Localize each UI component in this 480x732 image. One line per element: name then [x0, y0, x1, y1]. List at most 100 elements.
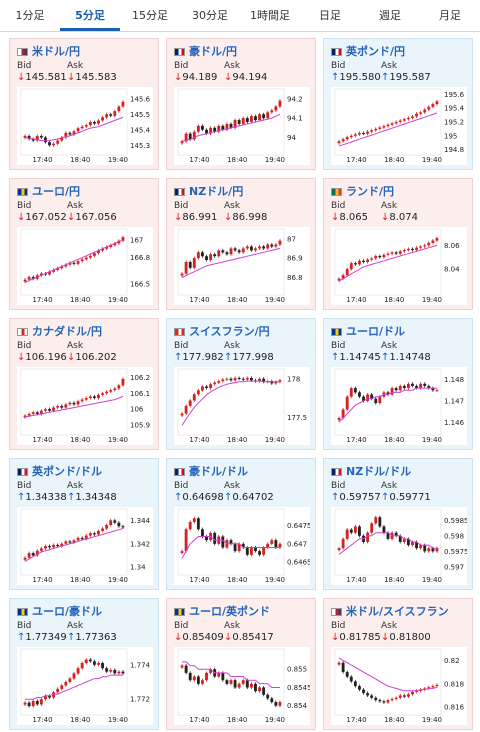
candle-body: [196, 390, 200, 395]
pair-title[interactable]: スイスフラン/円: [174, 323, 270, 339]
price-chart[interactable]: 195.6 195.4 195.2 195 194.8 17:40 18:40 19:40: [331, 87, 467, 165]
pair-title[interactable]: 英ポンド/ドル: [17, 463, 102, 479]
price-chart[interactable]: 1.344 1.342 1.34 17:40 18:40 19:40: [17, 507, 153, 585]
tab-5[interactable]: 1時間足: [250, 9, 290, 22]
ask-label: Ask: [67, 481, 84, 491]
x-tick-label: 17:40: [32, 296, 52, 304]
pair-title[interactable]: ユーロ/ドル: [331, 323, 405, 339]
pair-card[interactable]: 英ポンド/ドル Bid Ask ↑1.34338 ↑1.34348 1.344 1.342 1…: [9, 458, 159, 590]
pair-title[interactable]: 豪ドル/ドル: [174, 463, 248, 479]
candle-body: [370, 258, 374, 260]
x-tick-label: 18:40: [70, 436, 90, 444]
candle-body: [337, 278, 341, 281]
pair-card[interactable]: 米ドル/円 Bid Ask ↓145.581 ↓145.583 145.6 145.5 145…: [9, 38, 159, 170]
pair-title[interactable]: 米ドル/スイスフラン: [331, 603, 449, 619]
price-chart[interactable]: 178 177.5 17:40 18:40 19:40: [174, 367, 310, 445]
pair-title[interactable]: 米ドル/円: [17, 43, 80, 59]
candle-body: [76, 261, 80, 264]
candle-body: [419, 112, 423, 114]
candle-body: [374, 697, 378, 701]
pair-title[interactable]: NZドル/ドル: [331, 463, 411, 479]
candlestick-chart: 87 86.9 86.8 17:40 18:40 19:40: [177, 228, 303, 304]
tab-3[interactable]: 15分足: [132, 9, 168, 22]
pair-title[interactable]: NZドル/円: [174, 183, 243, 199]
pair-card[interactable]: 英ポンド/円 Bid Ask ↑195.580 ↑195.587 195.6 195.4 19…: [323, 38, 473, 170]
arrow-down-icon: ↓: [381, 212, 390, 223]
chart-frame: [20, 648, 128, 716]
candle-body: [27, 553, 31, 558]
candle-body: [435, 390, 439, 392]
pair-card[interactable]: カナダドル/円 Bid Ask ↓106.196 ↓106.202 106.2 106.1 1…: [9, 318, 159, 450]
price-chart[interactable]: 0.82 0.818 0.816 17:40 18:40 19:40: [331, 647, 467, 725]
pair-title[interactable]: ユーロ/英ポンド: [174, 603, 270, 619]
pair-card[interactable]: 米ドル/スイスフラン Bid Ask ↓0.81785 ↓0.81800 0.82 0.81…: [323, 598, 473, 730]
price-chart[interactable]: 8.06 8.04 17:40 18:40 19:40: [331, 227, 467, 305]
candle-body: [105, 668, 109, 672]
pair-title[interactable]: 英ポンド/円: [331, 43, 405, 59]
candle-body: [56, 405, 60, 408]
arrow-up-icon: ↑: [17, 492, 26, 503]
price-chart[interactable]: 1.774 1.772 17:40 18:40 19:40: [17, 647, 153, 725]
price-chart[interactable]: 94.2 94.1 94 17:40 18:40 19:40: [174, 87, 310, 165]
pair-title[interactable]: ユーロ/円: [17, 183, 80, 199]
pair-card[interactable]: ランド/円 Bid Ask ↓8.065 ↓8.074 8.06 8.04 17:40 18:4…: [323, 178, 473, 310]
price-chart[interactable]: 0.6475 0.647 0.6465 17:40 18:40 19:40: [174, 507, 310, 585]
candle-body: [39, 410, 43, 414]
pair-card[interactable]: NZドル/ドル Bid Ask ↑0.59757 ↑0.59771 0.5985 0.598…: [323, 458, 473, 590]
candle-body: [431, 548, 435, 552]
y-tick-label: 1.146: [444, 419, 465, 427]
tab-2[interactable]: 5分足: [60, 0, 120, 31]
pair-card[interactable]: スイスフラン/円 Bid Ask ↑177.982 ↑177.998 178 177.5 17…: [166, 318, 316, 450]
pair-card[interactable]: ユーロ/豪ドル Bid Ask ↑1.77349 ↑1.77363 1.774 1.772 1…: [9, 598, 159, 730]
candle-body: [362, 260, 365, 262]
ask-label: Ask: [381, 621, 398, 631]
y-tick-label: 0.6475: [287, 522, 310, 530]
candle-body: [362, 133, 365, 135]
tab-1[interactable]: 1分足: [15, 9, 45, 22]
pair-card[interactable]: ユーロ/英ポンド Bid Ask ↓0.85409 ↓0.85417 0.855 0.854…: [166, 598, 316, 730]
bid-value: ↓167.052: [17, 212, 67, 223]
candle-body: [398, 385, 402, 391]
candle-body: [423, 245, 427, 247]
tab-4[interactable]: 30分足: [192, 9, 228, 22]
pair-card[interactable]: 豪ドル/円 Bid Ask ↓94.189 ↓94.194 94.2 94.1 94 17:40…: [166, 38, 316, 170]
price-chart[interactable]: 145.6 145.5 145.4 145.3 17:40 18:40 19:40: [17, 87, 153, 165]
x-tick-label: 18:40: [227, 716, 247, 724]
arrow-down-icon: ↓: [331, 632, 340, 643]
pair-title[interactable]: カナダドル/円: [17, 323, 102, 339]
price-chart[interactable]: 0.855 0.8545 0.854 17:40 18:40 19:40: [174, 647, 310, 725]
pair-card[interactable]: NZドル/円 Bid Ask ↓86.991 ↓86.998 87 86.9 86.8 17:4…: [166, 178, 316, 310]
pair-card[interactable]: 豪ドル/ドル Bid Ask ↑0.64698 ↑0.64702 0.6475 0.647 0…: [166, 458, 316, 590]
pair-title[interactable]: 豪ドル/円: [174, 43, 237, 59]
price-chart[interactable]: 0.5985 0.598 0.5975 0.597 17:40 18:40 19:40: [331, 507, 467, 585]
candle-body: [402, 385, 406, 389]
tab-8[interactable]: 月足: [439, 9, 461, 22]
price-chart[interactable]: 106.2 106.1 106 105.9 17:40 18:40 19:40: [17, 367, 153, 445]
x-tick-label: 18:40: [70, 296, 90, 304]
arrow-down-icon: ↓: [67, 212, 76, 223]
us-flag: [331, 608, 342, 616]
candle-body: [225, 123, 229, 130]
price-chart[interactable]: 87 86.9 86.8 17:40 18:40 19:40: [174, 227, 310, 305]
arrow-down-icon: ↓: [224, 72, 233, 83]
candle-body: [431, 686, 435, 688]
candle-body: [52, 269, 56, 272]
candle-body: [188, 521, 192, 530]
candle-body: [427, 385, 431, 389]
price-chart[interactable]: 167 166.8 166.5 17:40 18:40 19:40: [17, 227, 153, 305]
pair-card[interactable]: ユーロ/ドル Bid Ask ↑1.14745 ↑1.14748 1.148 1.147 1.…: [323, 318, 473, 450]
pair-title[interactable]: ユーロ/豪ドル: [17, 603, 102, 619]
candle-body: [370, 523, 374, 533]
chart-frame: [334, 88, 442, 156]
ask-value: ↑0.64702: [224, 492, 274, 503]
tab-6[interactable]: 日足: [319, 9, 341, 22]
pair-name: 米ドル/円: [32, 45, 81, 58]
eu-flag: [17, 608, 28, 616]
candle-body: [370, 394, 374, 399]
candle-body: [249, 377, 253, 381]
tab-7[interactable]: 週足: [379, 9, 401, 22]
candle-body: [113, 669, 117, 674]
pair-title[interactable]: ランド/円: [331, 183, 394, 199]
pair-card[interactable]: ユーロ/円 Bid Ask ↓167.052 ↓167.056 167 166.8 166.5…: [9, 178, 159, 310]
price-chart[interactable]: 1.148 1.147 1.146 17:40 18:40 19:40: [331, 367, 467, 445]
